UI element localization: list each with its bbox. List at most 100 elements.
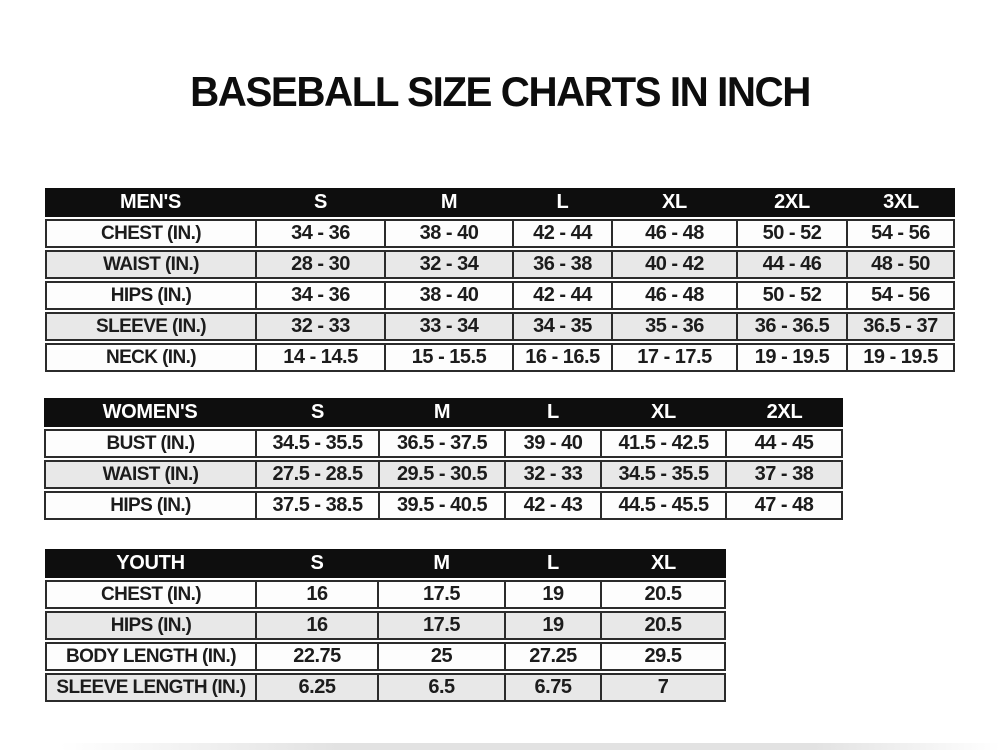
mens-size-table: MEN'S S M L XL 2XL 3XL CHEST (IN.) 34 - 36 38 - 4… [45,186,955,374]
size-header-cell: M [378,549,505,578]
measurement-value-cell: 29.5 [601,642,726,671]
youth-header-row: YOUTH S M L XL [45,549,726,578]
measurement-value-cell: 29.5 - 30.5 [379,460,505,489]
measurement-value-cell: 54 - 56 [847,281,955,310]
measurement-value-cell: 17 - 17.5 [612,343,737,372]
row-label-cell: SLEEVE LENGTH (IN.) [45,673,256,702]
measurement-value-cell: 36.5 - 37.5 [379,429,505,458]
measurement-value-cell: 46 - 48 [612,281,737,310]
measurement-value-cell: 7 [601,673,726,702]
measurement-value-cell: 36 - 36.5 [737,312,847,341]
row-label-cell: CHEST (IN.) [45,219,256,248]
row-label-cell: SLEEVE (IN.) [45,312,256,341]
measurement-value-cell: 22.75 [256,642,378,671]
measurement-value-cell: 33 - 34 [385,312,513,341]
measurement-value-cell: 20.5 [601,580,726,609]
size-header-cell: M [385,188,513,217]
row-label-cell: BUST (IN.) [44,429,256,458]
measurement-value-cell: 39 - 40 [505,429,601,458]
measurement-value-cell: 42 - 44 [513,281,612,310]
measurement-value-cell: 17.5 [378,580,505,609]
size-header-cell: 3XL [847,188,955,217]
measurement-value-cell: 37 - 38 [726,460,843,489]
measurement-value-cell: 32 - 34 [385,250,513,279]
youth-row: SLEEVE LENGTH (IN.) 6.25 6.5 6.75 7 [45,673,726,702]
size-header-cell: S [256,398,379,427]
measurement-value-cell: 44 - 46 [737,250,847,279]
measurement-value-cell: 38 - 40 [385,219,513,248]
size-header-cell: S [256,549,378,578]
size-header-cell: 2XL [737,188,847,217]
scan-artifact [60,743,1000,750]
measurement-value-cell: 36 - 38 [513,250,612,279]
measurement-value-cell: 34 - 36 [256,281,385,310]
measurement-value-cell: 34 - 36 [256,219,385,248]
row-label-cell: HIPS (IN.) [44,491,256,520]
measurement-value-cell: 27.5 - 28.5 [256,460,379,489]
size-header-cell: 2XL [726,398,843,427]
measurement-value-cell: 17.5 [378,611,505,640]
measurement-value-cell: 35 - 36 [612,312,737,341]
womens-row: BUST (IN.) 34.5 - 35.5 36.5 - 37.5 39 - 40 4… [44,429,843,458]
womens-size-table: WOMEN'S S M L XL 2XL BUST (IN.) 34.5 - 35.5 36.5… [44,396,843,522]
measurement-value-cell: 40 - 42 [612,250,737,279]
row-label-cell: BODY LENGTH (IN.) [45,642,256,671]
measurement-value-cell: 50 - 52 [737,281,847,310]
size-header-cell: XL [612,188,737,217]
size-header-cell: L [505,549,601,578]
measurement-value-cell: 6.75 [505,673,601,702]
measurement-value-cell: 50 - 52 [737,219,847,248]
measurement-value-cell: 28 - 30 [256,250,385,279]
measurement-value-cell: 6.25 [256,673,378,702]
measurement-value-cell: 27.25 [505,642,601,671]
mens-row: SLEEVE (IN.) 32 - 33 33 - 34 34 - 35 35 - 36… [45,312,955,341]
measurement-value-cell: 48 - 50 [847,250,955,279]
measurement-value-cell: 20.5 [601,611,726,640]
womens-header-row: WOMEN'S S M L XL 2XL [44,398,843,427]
measurement-value-cell: 34.5 - 35.5 [256,429,379,458]
size-header-cell: XL [601,398,726,427]
measurement-value-cell: 34 - 35 [513,312,612,341]
size-header-cell: L [513,188,612,217]
size-header-cell: S [256,188,385,217]
measurement-value-cell: 19 [505,611,601,640]
womens-table-title-cell: WOMEN'S [44,398,256,427]
measurement-value-cell: 19 - 19.5 [847,343,955,372]
measurement-value-cell: 36.5 - 37 [847,312,955,341]
measurement-value-cell: 44 - 45 [726,429,843,458]
measurement-value-cell: 32 - 33 [256,312,385,341]
measurement-value-cell: 37.5 - 38.5 [256,491,379,520]
row-label-cell: WAIST (IN.) [44,460,256,489]
measurement-value-cell: 34.5 - 35.5 [601,460,726,489]
measurement-value-cell: 32 - 33 [505,460,601,489]
size-header-cell: M [379,398,505,427]
measurement-value-cell: 44.5 - 45.5 [601,491,726,520]
measurement-value-cell: 42 - 44 [513,219,612,248]
womens-row: HIPS (IN.) 37.5 - 38.5 39.5 - 40.5 42 - 43 4… [44,491,843,520]
measurement-value-cell: 16 - 16.5 [513,343,612,372]
size-header-cell: XL [601,549,726,578]
measurement-value-cell: 19 [505,580,601,609]
youth-row: BODY LENGTH (IN.) 22.75 25 27.25 29.5 [45,642,726,671]
mens-row: HIPS (IN.) 34 - 36 38 - 40 42 - 44 46 - 48 50… [45,281,955,310]
measurement-value-cell: 25 [378,642,505,671]
row-label-cell: CHEST (IN.) [45,580,256,609]
youth-size-table: YOUTH S M L XL CHEST (IN.) 16 17.5 19 20.5 HIPS (I… [45,547,726,704]
measurement-value-cell: 16 [256,611,378,640]
mens-row: CHEST (IN.) 34 - 36 38 - 40 42 - 44 46 - 48 5… [45,219,955,248]
measurement-value-cell: 6.5 [378,673,505,702]
measurement-value-cell: 41.5 - 42.5 [601,429,726,458]
mens-row: NECK (IN.) 14 - 14.5 15 - 15.5 16 - 16.5 17 … [45,343,955,372]
mens-row: WAIST (IN.) 28 - 30 32 - 34 36 - 38 40 - 42 4… [45,250,955,279]
measurement-value-cell: 19 - 19.5 [737,343,847,372]
measurement-value-cell: 46 - 48 [612,219,737,248]
youth-table-title-cell: YOUTH [45,549,256,578]
measurement-value-cell: 16 [256,580,378,609]
measurement-value-cell: 38 - 40 [385,281,513,310]
measurement-value-cell: 14 - 14.5 [256,343,385,372]
measurement-value-cell: 42 - 43 [505,491,601,520]
row-label-cell: WAIST (IN.) [45,250,256,279]
measurement-value-cell: 39.5 - 40.5 [379,491,505,520]
size-header-cell: L [505,398,601,427]
